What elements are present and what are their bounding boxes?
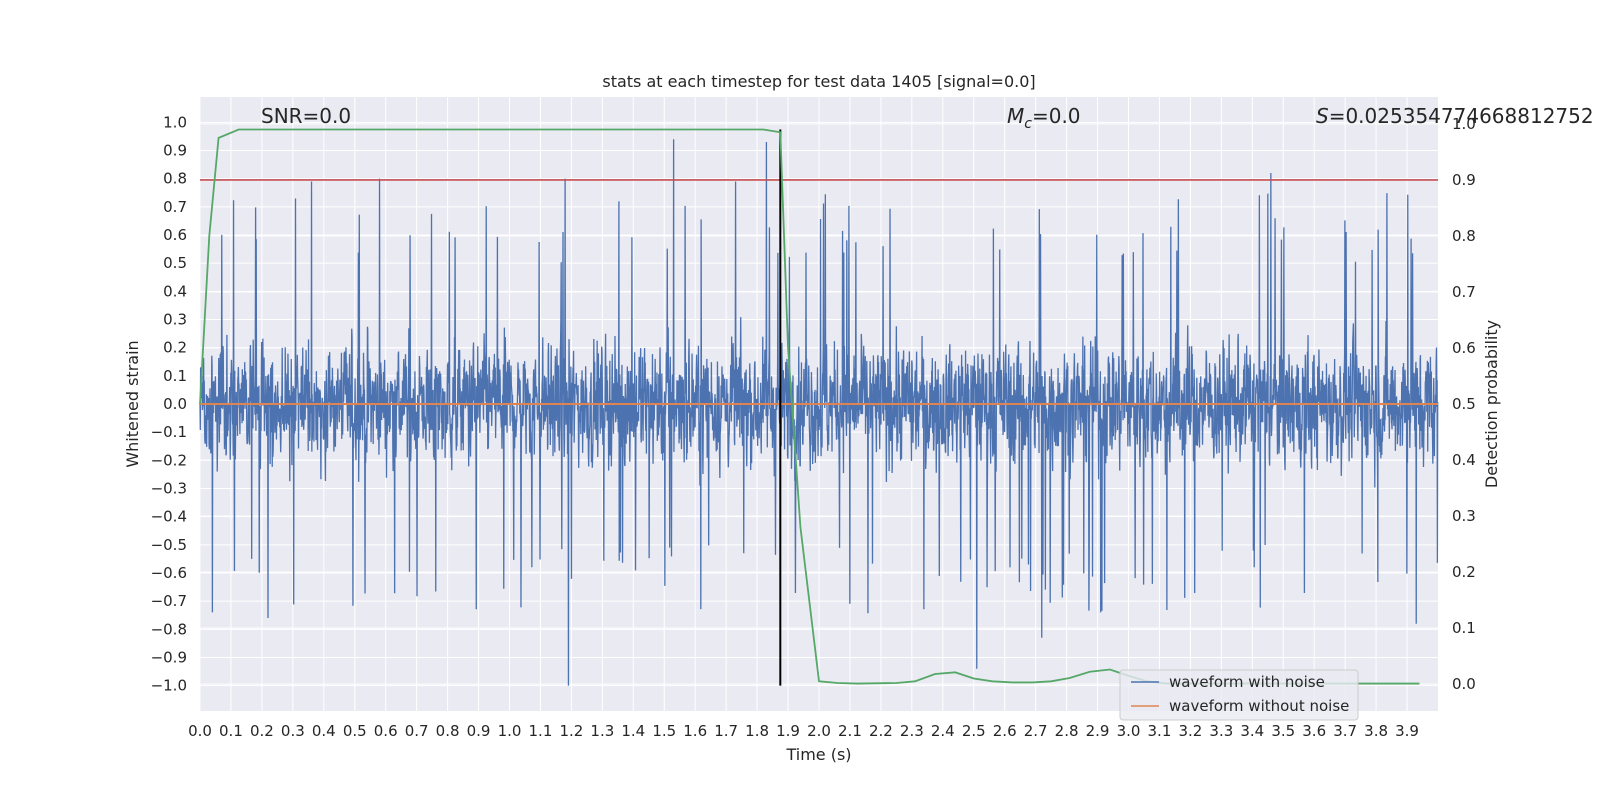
y-tick-label: 0.7 <box>163 198 187 216</box>
statistic-value: =0.025354774668812752 <box>1329 104 1594 128</box>
y-tick-label: −0.6 <box>151 564 187 582</box>
legend-box <box>1119 669 1359 721</box>
x-tick-label: 2.4 <box>931 722 955 740</box>
series-waveform-with-noise <box>199 139 1439 686</box>
y-tick-label: −0.9 <box>151 648 187 666</box>
noise-line <box>199 139 1439 686</box>
y-tick-label: 0.0 <box>163 395 187 413</box>
y-right-tick-label: 0.7 <box>1452 283 1476 301</box>
x-tick-label: 0.3 <box>281 722 305 740</box>
y-tick-label: −0.3 <box>151 479 187 497</box>
chirp-mass-subscript: c <box>1024 116 1032 132</box>
y-right-axis-label: Detection probability <box>1482 320 1501 488</box>
y-right-tick-label: 0.2 <box>1452 563 1476 581</box>
y-tick-label: −0.1 <box>151 423 187 441</box>
y-tick-label: −0.4 <box>151 508 187 526</box>
statistic-annotation: S=0.025354774668812752 <box>1316 104 1594 128</box>
x-tick-label: 1.7 <box>714 722 738 740</box>
y-right-tick-label: 0.3 <box>1452 507 1476 525</box>
y-right-tick-label: 0.6 <box>1452 339 1476 357</box>
x-tick-label: 3.2 <box>1178 722 1202 740</box>
x-tick-label: 0.2 <box>250 722 274 740</box>
y-tick-label: 1.0 <box>163 113 187 131</box>
y-tick-label: 0.6 <box>163 226 187 244</box>
x-tick-label: 2.6 <box>993 722 1017 740</box>
x-tick-label: 1.9 <box>776 722 800 740</box>
y-tick-label: 0.8 <box>163 170 187 188</box>
x-tick-label: 2.9 <box>1086 722 1110 740</box>
legend: waveform with noise waveform without noi… <box>1119 669 1359 721</box>
x-tick-label: 3.9 <box>1395 722 1419 740</box>
x-tick-label: 3.6 <box>1302 722 1326 740</box>
x-tick-label: 3.4 <box>1240 722 1264 740</box>
chirp-mass-value: =0.0 <box>1032 104 1081 128</box>
y-right-tick-label: 0.8 <box>1452 227 1476 245</box>
x-tick-label: 0.1 <box>219 722 243 740</box>
x-tick-label: 1.1 <box>529 722 553 740</box>
y-right-tick-label: 0.9 <box>1452 171 1476 189</box>
x-tick-label: 1.4 <box>621 722 645 740</box>
y-tick-label: −0.7 <box>151 592 187 610</box>
y-tick-label: −0.2 <box>151 451 187 469</box>
x-tick-label: 2.8 <box>1055 722 1079 740</box>
legend-label-clean: waveform without noise <box>1169 697 1349 715</box>
x-tick-label: 2.7 <box>1024 722 1048 740</box>
y-tick-label: −0.8 <box>151 620 187 638</box>
x-tick-label: 2.3 <box>900 722 924 740</box>
x-tick-label: 1.6 <box>683 722 707 740</box>
y-tick-label: 0.2 <box>163 339 187 357</box>
x-tick-label: 1.3 <box>590 722 614 740</box>
x-tick-label: 0.8 <box>436 722 460 740</box>
y-right-tick-label: 0.5 <box>1452 395 1476 413</box>
y-right-tick-label: 1.0 <box>1452 115 1476 133</box>
y-tick-label: 0.3 <box>163 311 187 329</box>
legend-label-noise: waveform with noise <box>1169 673 1325 691</box>
statistic-symbol: S <box>1316 104 1329 128</box>
y-axis-label: Whitened strain <box>123 340 142 467</box>
y-right-tick-label: 0.1 <box>1452 619 1476 637</box>
chart-title: stats at each timestep for test data 140… <box>602 72 1035 91</box>
snr-annotation: SNR=0.0 <box>261 104 351 128</box>
x-tick-label: 2.0 <box>807 722 831 740</box>
x-tick-label: 0.9 <box>467 722 491 740</box>
x-tick-label: 0.7 <box>405 722 429 740</box>
y-right-tick-label: 0.4 <box>1452 451 1476 469</box>
x-tick-label: 1.8 <box>745 722 769 740</box>
x-tick-label: 0.5 <box>343 722 367 740</box>
chirp-mass-symbol: M <box>1007 104 1024 128</box>
y-tick-label: −1.0 <box>151 677 187 695</box>
y-axis-ticks: 1.0 0.9 0.8 0.7 0.6 0.5 0.4 0.3 0.2 0.1 0.0 −0.1 −0.… <box>151 113 187 694</box>
x-tick-label: 2.5 <box>962 722 986 740</box>
x-axis-ticks: 0.0 0.1 0.2 0.3 0.4 0.5 0.6 0.7 0.8 0.9 1.0 1.1 1.2 1… <box>188 722 1419 740</box>
x-tick-label: 3.3 <box>1209 722 1233 740</box>
y-tick-label: 0.1 <box>163 367 187 385</box>
x-tick-label: 3.1 <box>1148 722 1172 740</box>
x-tick-label: 3.7 <box>1333 722 1357 740</box>
x-tick-label: 0.0 <box>188 722 212 740</box>
x-tick-label: 0.6 <box>374 722 398 740</box>
x-tick-label: 2.2 <box>869 722 893 740</box>
x-tick-label: 3.0 <box>1117 722 1141 740</box>
y-right-tick-label: 0.0 <box>1452 675 1476 693</box>
y-tick-label: −0.5 <box>151 536 187 554</box>
x-tick-label: 1.2 <box>559 722 583 740</box>
x-tick-label: 3.5 <box>1271 722 1295 740</box>
chirp-mass-annotation: Mc=0.0 <box>1007 104 1081 132</box>
y-tick-label: 0.5 <box>163 254 187 272</box>
x-tick-label: 3.8 <box>1364 722 1388 740</box>
y-right-axis-ticks: 1.0 0.9 0.8 0.7 0.6 0.5 0.4 0.3 0.2 0.1 0.0 <box>1452 115 1476 693</box>
x-tick-label: 2.1 <box>838 722 862 740</box>
x-tick-label: 1.5 <box>652 722 676 740</box>
y-tick-label: 0.4 <box>163 282 187 300</box>
y-tick-label: 0.9 <box>163 142 187 160</box>
x-tick-label: 0.4 <box>312 722 336 740</box>
x-tick-label: 1.0 <box>498 722 522 740</box>
x-axis-label: Time (s) <box>785 745 851 764</box>
